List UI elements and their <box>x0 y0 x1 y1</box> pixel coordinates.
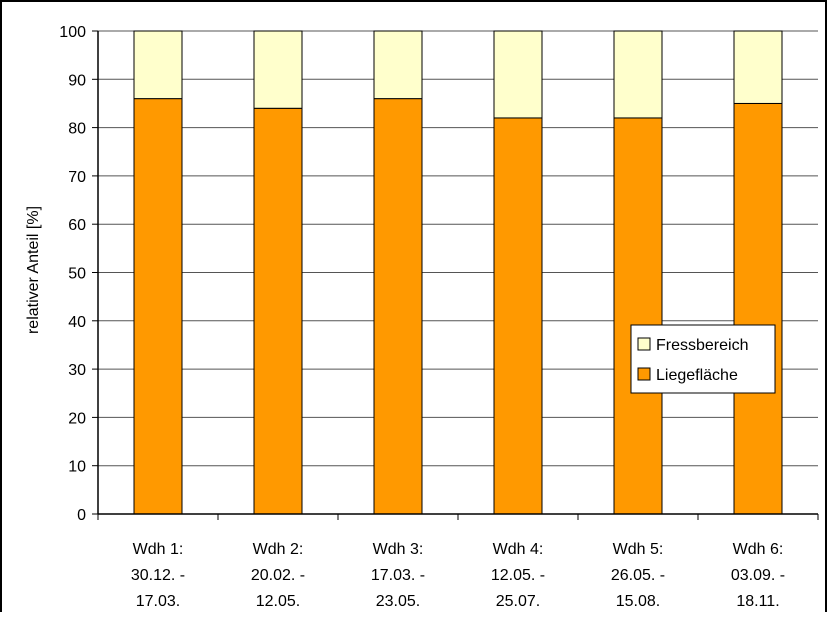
y-tick-label: 20 <box>68 410 86 427</box>
legend-label: Fressbereich <box>656 337 748 354</box>
x-tick-label: Wdh 4: 12.05. - 25.07. <box>491 541 545 610</box>
bar-fressbereich <box>133 30 183 100</box>
x-tick-label-line: 12.05. <box>256 593 300 610</box>
y-tick-label: 90 <box>68 72 86 89</box>
x-tick-label: Wdh 5: 26.05. - 15.08. <box>611 541 665 610</box>
x-tick-label-line: Wdh 4: <box>493 541 544 558</box>
y-tick-label: 100 <box>59 24 86 41</box>
bar-liegefläche <box>493 117 543 515</box>
legend-swatch <box>637 337 651 351</box>
y-tick-label: 70 <box>68 169 86 186</box>
x-tick-label-line: Wdh 2: <box>253 541 304 558</box>
bars <box>133 30 783 515</box>
x-tick-label-line: 03.09. - <box>731 567 785 584</box>
legend-swatch <box>637 367 651 381</box>
x-tick-label-line: 30.12. - <box>131 567 185 584</box>
bar-fressbereich <box>253 30 303 109</box>
y-tick-label: 60 <box>68 217 86 234</box>
bar-fressbereich <box>373 30 423 100</box>
y-tick-label: 40 <box>68 314 86 331</box>
bar-fressbereich <box>493 30 543 119</box>
bar-liegefläche <box>733 102 783 515</box>
x-tick-label-line: 12.05. - <box>491 567 545 584</box>
x-tick-label-line: Wdh 6: <box>733 541 784 558</box>
x-tick-label: Wdh 1: 30.12. - 17.03. <box>131 541 185 610</box>
bar-fressbereich <box>733 30 783 104</box>
bar-liegefläche <box>613 117 663 515</box>
x-tick-label: Wdh 2: 20.02. - 12.05. <box>251 541 305 610</box>
x-tick-label-line: 17.03. <box>136 593 180 610</box>
legend-box <box>630 324 776 394</box>
x-tick-label-line: 15.08. <box>616 593 660 610</box>
x-tick-label: Wdh 3: 17.03. - 23.05. <box>371 541 425 610</box>
bar-liegefläche <box>373 98 423 515</box>
y-tick-label: 80 <box>68 121 86 138</box>
x-tick-label-line: 18.11. <box>736 593 779 610</box>
legend-label: Liegefläche <box>656 367 738 384</box>
y-axis-label: relativer Anteil [%] <box>25 206 42 334</box>
x-tick-label: Wdh 6: 03.09. - 18.11. <box>731 541 785 610</box>
x-tick-label-line: 25.07. <box>496 593 540 610</box>
x-tick-label-line: 17.03. - <box>371 567 425 584</box>
y-tick-label: 30 <box>68 362 86 379</box>
x-tick-label-line: Wdh 3: <box>373 541 424 558</box>
x-tick-label-line: 26.05. - <box>611 567 665 584</box>
legend: Fressbereich Liegefläche <box>630 324 776 394</box>
x-tick-label-line: 20.02. - <box>251 567 305 584</box>
axes: 0 10 20 30 40 50 60 70 80 90 100 Wdh 1: 30.12. - 17.0… <box>59 24 819 610</box>
x-tick-label-line: Wdh 1: <box>133 541 184 558</box>
bar-fressbereich <box>613 30 663 119</box>
y-tick-label: 50 <box>68 266 86 283</box>
bar-liegefläche <box>253 107 303 515</box>
x-tick-label-line: Wdh 5: <box>613 541 664 558</box>
y-tick-label: 10 <box>68 459 86 476</box>
x-tick-label-line: 23.05. <box>376 593 420 610</box>
bar-liegefläche <box>133 98 183 515</box>
y-tick-label: 0 <box>77 507 86 524</box>
